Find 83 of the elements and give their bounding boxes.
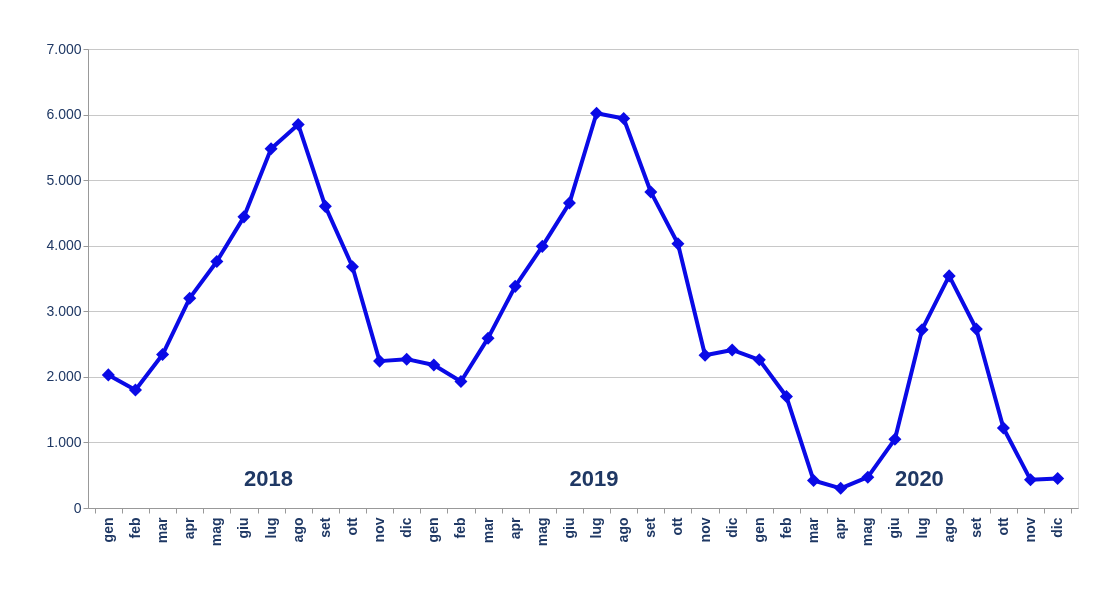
- point: [1051, 471, 1065, 486]
- point: [237, 210, 251, 224]
- point: [807, 473, 821, 487]
- x-tick-label: set: [967, 517, 984, 538]
- point: [752, 353, 766, 367]
- x-tick-label: nov: [1022, 517, 1039, 543]
- x-tick-label: mar: [479, 516, 496, 544]
- x-tick-label: mag: [533, 517, 550, 547]
- annotation: 2019: [569, 466, 619, 491]
- point: [942, 269, 956, 283]
- point: [698, 348, 712, 362]
- x-tick-label: apr: [506, 516, 523, 540]
- x-tick-label: feb: [777, 517, 794, 539]
- point: [671, 237, 685, 251]
- point: [644, 185, 658, 199]
- x-tick-label: set: [642, 517, 659, 538]
- x-tick-label: ago: [615, 517, 632, 543]
- point: [373, 354, 387, 368]
- point: [210, 254, 224, 268]
- point: [590, 106, 604, 120]
- point: [779, 390, 793, 404]
- x-tick-label: set: [316, 517, 333, 538]
- x-tick-label: mar: [154, 516, 171, 544]
- y-tick-label: 3.000: [46, 302, 82, 319]
- x-tick-label: dic: [723, 517, 740, 538]
- point: [156, 348, 170, 362]
- annotation: 2020: [894, 466, 944, 491]
- point: [888, 432, 902, 446]
- y-tick-label: 6.000: [46, 106, 82, 123]
- point: [481, 331, 495, 345]
- x-tick-label: ott: [343, 517, 360, 536]
- point: [1024, 473, 1038, 487]
- x-tick-label: ott: [669, 517, 686, 536]
- x-tick-label: mar: [805, 516, 822, 544]
- x-tick-label: gen: [99, 517, 116, 543]
- point: [264, 142, 278, 156]
- point: [427, 358, 441, 372]
- point: [617, 111, 631, 126]
- point: [861, 470, 875, 484]
- point: [183, 291, 197, 305]
- point: [535, 239, 549, 253]
- point: [969, 322, 983, 336]
- x-tick-label: ott: [994, 517, 1011, 536]
- point: [562, 196, 576, 210]
- point: [508, 279, 522, 293]
- y-tick-label: 4.000: [46, 237, 82, 254]
- y-tick-label: 7.000: [46, 40, 82, 57]
- x-tick-label: feb: [452, 517, 469, 539]
- x-tick-label: giu: [235, 517, 252, 539]
- x-tick-label: lug: [262, 517, 279, 539]
- x-tick-label: giu: [560, 517, 577, 539]
- y-tick-label: 0: [73, 499, 82, 516]
- point: [345, 260, 359, 274]
- point: [915, 323, 929, 337]
- x-tick-label: gen: [750, 517, 767, 543]
- x-tick-label: feb: [126, 517, 143, 539]
- x-tick-label: apr: [181, 516, 198, 540]
- x-tick-label: dic: [398, 517, 415, 538]
- point: [725, 343, 739, 357]
- point: [101, 368, 115, 382]
- x-tick-label: gen: [425, 517, 442, 543]
- x-tick-label: apr: [832, 516, 849, 540]
- annotation: 2018: [243, 466, 293, 491]
- point: [834, 481, 848, 495]
- point: [291, 117, 305, 131]
- point: [400, 352, 414, 366]
- x-tick-label: lug: [588, 517, 605, 539]
- x-tick-label: mag: [208, 517, 225, 547]
- y-tick-label: 1.000: [46, 433, 82, 450]
- x-tick-label: ago: [289, 517, 306, 543]
- point: [128, 383, 142, 397]
- x-tick-label: lug: [913, 517, 930, 539]
- x-tick-label: ago: [940, 517, 957, 543]
- x-tick-label: giu: [886, 517, 903, 539]
- point: [454, 374, 468, 388]
- x-tick-label: nov: [371, 517, 388, 543]
- x-tick-label: dic: [1049, 517, 1066, 538]
- point: [318, 199, 332, 213]
- x-tick-label: nov: [696, 517, 713, 543]
- y-tick-label: 5.000: [46, 171, 82, 188]
- x-tick-label: mag: [859, 517, 876, 547]
- point: [996, 421, 1010, 435]
- y-tick-label: 2.000: [46, 368, 82, 385]
